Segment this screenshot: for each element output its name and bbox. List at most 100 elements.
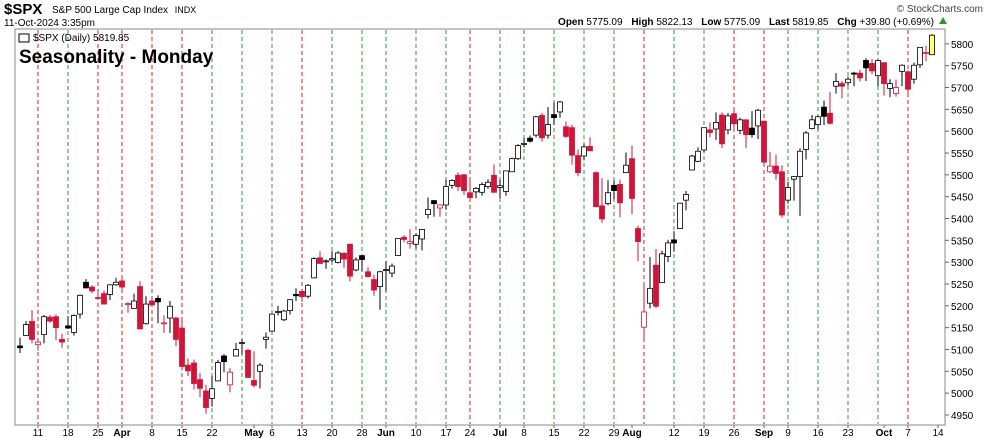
candle-body [845,78,851,84]
candle-body [413,235,419,245]
candle-body [383,269,389,271]
candle-body [221,355,227,363]
x-tick-label: Aug [622,428,641,438]
candle-body [671,239,677,244]
x-tick-label: 8 [149,428,155,438]
candle-body [305,284,311,297]
candle-body [395,238,401,256]
candle-body [317,257,323,264]
candle-body [293,294,299,297]
candle-body [605,192,611,205]
y-tick-label: 5350 [951,236,974,247]
last-label: Last [769,17,790,28]
candle-body [767,165,773,173]
candle-body [299,290,305,298]
candle-body [821,106,827,117]
candle-body [341,253,347,260]
candle-body [623,164,629,174]
x-tick-label: 24 [464,428,476,438]
candle-body [371,279,377,291]
candle-body [695,150,701,162]
candle-body [755,109,761,127]
candle-body [155,297,161,303]
x-tick-label: 14 [932,428,944,438]
candle-body [899,64,905,72]
candle-body [629,158,635,199]
candle-body [521,142,527,145]
candle-body [647,287,653,304]
candle-body [665,242,671,257]
candle-body [227,371,233,386]
candle-body [503,170,509,192]
candle-body [551,114,557,119]
candle-body [179,327,185,367]
chg: +39.80 (+0.69%) [860,17,935,28]
x-tick-label: 11 [33,428,44,438]
x-tick-label: 17 [440,428,452,438]
y-tick-label: 5800 [951,40,974,51]
candle-body [599,205,605,220]
x-tick-label: 9 [785,428,791,438]
candle-body [401,236,407,240]
x-tick-label: May [244,428,264,438]
x-tick-label: 10 [410,428,422,438]
candle-body [713,122,719,130]
x-tick-label: 20 [326,428,338,438]
candle-body [857,72,863,79]
candle-body [443,186,449,206]
y-tick-label: 5600 [951,127,974,138]
candle-body [263,336,269,340]
x-tick-label: 25 [92,428,104,438]
plot-frame [14,28,946,426]
x-tick-label: 15 [548,428,560,438]
exchange: INDX [175,5,197,15]
candle-body [53,316,59,329]
candle-body [497,185,503,188]
security-name: S&P 500 Large Cap Index INDX [52,5,196,16]
high: 5822.13 [656,17,693,28]
x-tick-label: 15 [176,428,188,438]
candle-body [743,119,749,136]
candle-body [65,325,71,329]
candle-body [863,60,869,69]
low: 5775.09 [724,17,761,28]
x-tick-label: Jun [377,428,395,438]
y-tick-label: 5550 [951,149,974,160]
candle-body [587,146,593,152]
high-label: High [631,17,653,28]
candle-body [47,316,53,322]
candle-body [479,184,485,193]
y-tick-label: 5650 [951,105,974,116]
y-tick-label: 5250 [951,280,974,291]
candle-body [449,180,455,186]
x-tick-label: Jul [493,428,508,438]
low-label: Low [701,17,721,28]
name: S&P 500 Large Cap Index [52,5,168,16]
y-tick-label: 5450 [951,193,974,204]
candle-body [119,280,125,288]
candle-body [677,202,683,229]
candle-body [167,305,173,319]
x-tick-label: 19 [698,428,710,438]
candle-body [737,119,743,131]
candle-body [281,310,287,321]
candle-body [779,171,785,216]
y-tick-label: 5000 [951,389,974,400]
candle-body [71,315,77,333]
date: 11-Oct-2024 3:35pm [4,18,95,29]
credit: © StockCharts.com [897,4,983,15]
x-tick-label: 23 [842,428,854,438]
candle-body [365,271,371,277]
candle-body [311,258,317,279]
candle-body [197,379,203,389]
candle-body [875,60,881,77]
candle-body [377,271,383,287]
candle-body [137,286,143,330]
candle-body [485,181,491,188]
candle-body [23,324,29,336]
candle-body [515,145,521,160]
candle-body [29,321,35,340]
candle-body [191,362,197,384]
candle-body [575,155,581,174]
candle-body [689,155,695,171]
